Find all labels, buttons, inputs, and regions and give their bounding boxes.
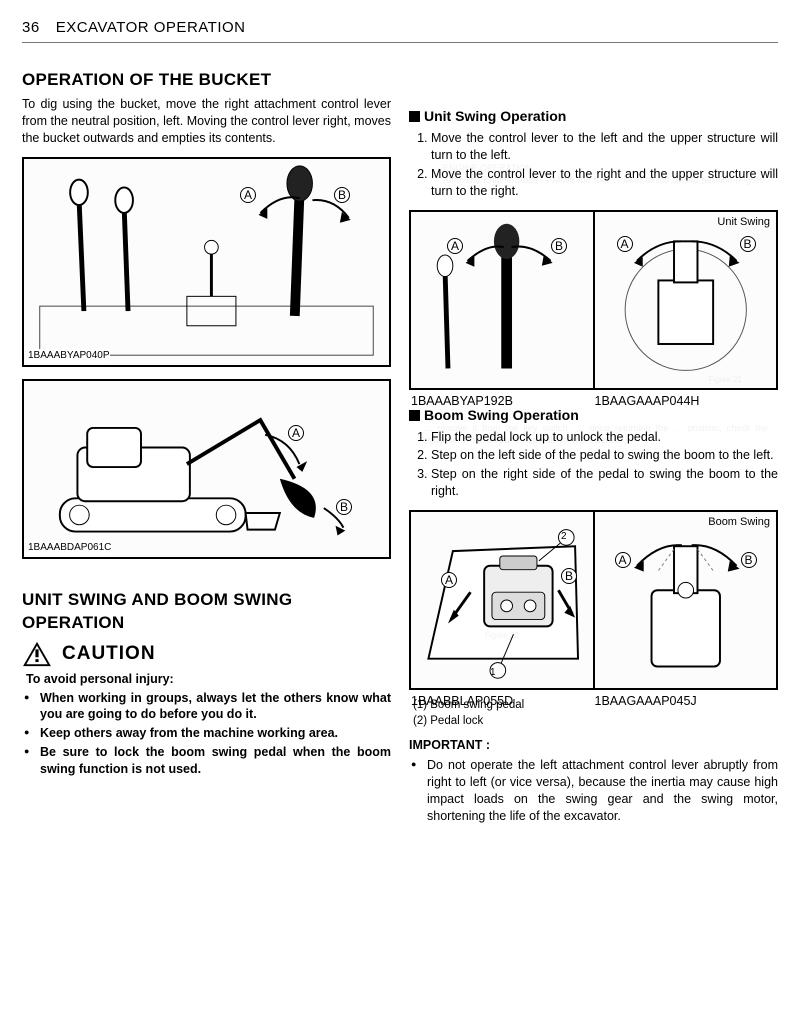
unit-swing-code-right: 1BAAGAAAP044H <box>595 394 700 408</box>
caution-lead: To avoid personal injury: <box>26 671 391 688</box>
callout-1: 1 <box>490 666 496 680</box>
label-a-2: A <box>288 425 304 441</box>
unit-swing-step-2: Move the control lever to the right and … <box>431 166 778 200</box>
unit-swing-panel-left: A B 1BAAABYAP192B <box>409 210 595 390</box>
label-b: B <box>334 187 350 203</box>
bucket-intro: To dig using the bucket, move the right … <box>22 96 391 147</box>
boom-swing-steps: Flip the pedal lock up to unlock the ped… <box>409 429 778 501</box>
caution-word: CAUTION <box>62 641 156 667</box>
important-bullet: Do not operate the left attachment contr… <box>427 757 778 825</box>
unit-swing-panel-right: Unit Swing A B 1BAAGAAAP044H Figure 21 <box>595 210 779 390</box>
boom-swing-step-2: Step on the left side of the pedal to sw… <box>431 447 778 464</box>
boom-b: B <box>561 568 577 584</box>
unit-swing-steps: Move the control lever to the left and t… <box>409 130 778 200</box>
section-title-swing: UNIT SWING AND BOOM SWING OPERATION <box>22 589 391 635</box>
unit-swing-step-1: Move the control lever to the left and t… <box>431 130 778 164</box>
label-b-2: B <box>336 499 352 515</box>
page-number: 36 <box>22 18 40 38</box>
figure-code-excavator: 1BAAABDAP061C <box>28 541 111 555</box>
unit-b: B <box>551 238 567 254</box>
boom-swing-top-illustration <box>595 512 777 688</box>
callout-2: 2 <box>561 530 567 544</box>
chapter-title: EXCAVATOR OPERATION <box>56 18 246 38</box>
caution-bullet-2: Keep others away from the machine workin… <box>40 725 391 742</box>
boom-swing-code-left: 1BAABBLAP055D <box>411 694 513 708</box>
boom-swing-panel-left: A B 1 2 Figure 20 1BAABBLAP055D <box>409 510 595 690</box>
label-a: A <box>240 187 256 203</box>
bullet-square-icon-2 <box>409 410 420 421</box>
content-columns: OPERATION OF THE BUCKET To dig using the… <box>22 69 778 826</box>
page-header: 36 EXCAVATOR OPERATION <box>22 18 778 43</box>
bullet-square-icon <box>409 111 420 122</box>
unit-a: A <box>447 238 463 254</box>
figure-unit-swing: A B 1BAAABYAP192B Unit Swing A B 1BAAGAA… <box>409 210 778 390</box>
right-column: ENGINE OPERATION After The Engine Stops … <box>409 69 778 826</box>
caution-bullets: When working in groups, always let the o… <box>22 690 391 778</box>
figure-excavator: A B 1BAAABDAP061C <box>22 379 391 559</box>
boom-swing-step-1: Flip the pedal lock up to unlock the ped… <box>431 429 778 446</box>
unit-swing-title: Unit Swing Operation <box>409 107 778 126</box>
lever-illustration <box>24 159 389 365</box>
warning-icon <box>22 641 52 667</box>
caution-bullet-1: When working in groups, always let the o… <box>40 690 391 724</box>
unit-swing-code-left: 1BAAABYAP192B <box>411 394 513 408</box>
boom-a-2: A <box>615 552 631 568</box>
boom-swing-panel-right: Boom Swing A B 1BAAGAAAP045J <box>595 510 779 690</box>
important-label: IMPORTANT : <box>409 737 778 754</box>
boom-swing-code-right: 1BAAGAAAP045J <box>595 694 697 708</box>
left-column: OPERATION OF THE BUCKET To dig using the… <box>22 69 391 826</box>
important-bullets: Do not operate the left attachment contr… <box>409 757 778 825</box>
unit-swing-label: Unit Swing <box>717 215 770 230</box>
legend-2: (2) Pedal lock <box>413 714 778 730</box>
excavator-illustration <box>24 381 389 557</box>
figure-lever: A B 1BAAABYAP040P <box>22 157 391 367</box>
unit-a-2: A <box>617 236 633 252</box>
caution-bullet-3: Be sure to lock the boom swing pedal whe… <box>40 744 391 778</box>
unit-swing-lever-illustration <box>411 212 593 388</box>
section-title-bucket: OPERATION OF THE BUCKET <box>22 69 391 92</box>
boom-b-2: B <box>741 552 757 568</box>
boom-swing-label: Boom Swing <box>708 515 770 530</box>
figure-code-lever: 1BAAABYAP040P <box>28 349 110 363</box>
unit-b-2: B <box>740 236 756 252</box>
caution-block: CAUTION To avoid personal injury: When w… <box>22 641 391 778</box>
boom-a: A <box>441 572 457 588</box>
figure-boom-swing: A B 1 2 Figure 20 1BAABBLAP055D Boom Swi… <box>409 510 778 690</box>
boom-swing-step-3: Step on the right side of the pedal to s… <box>431 466 778 500</box>
